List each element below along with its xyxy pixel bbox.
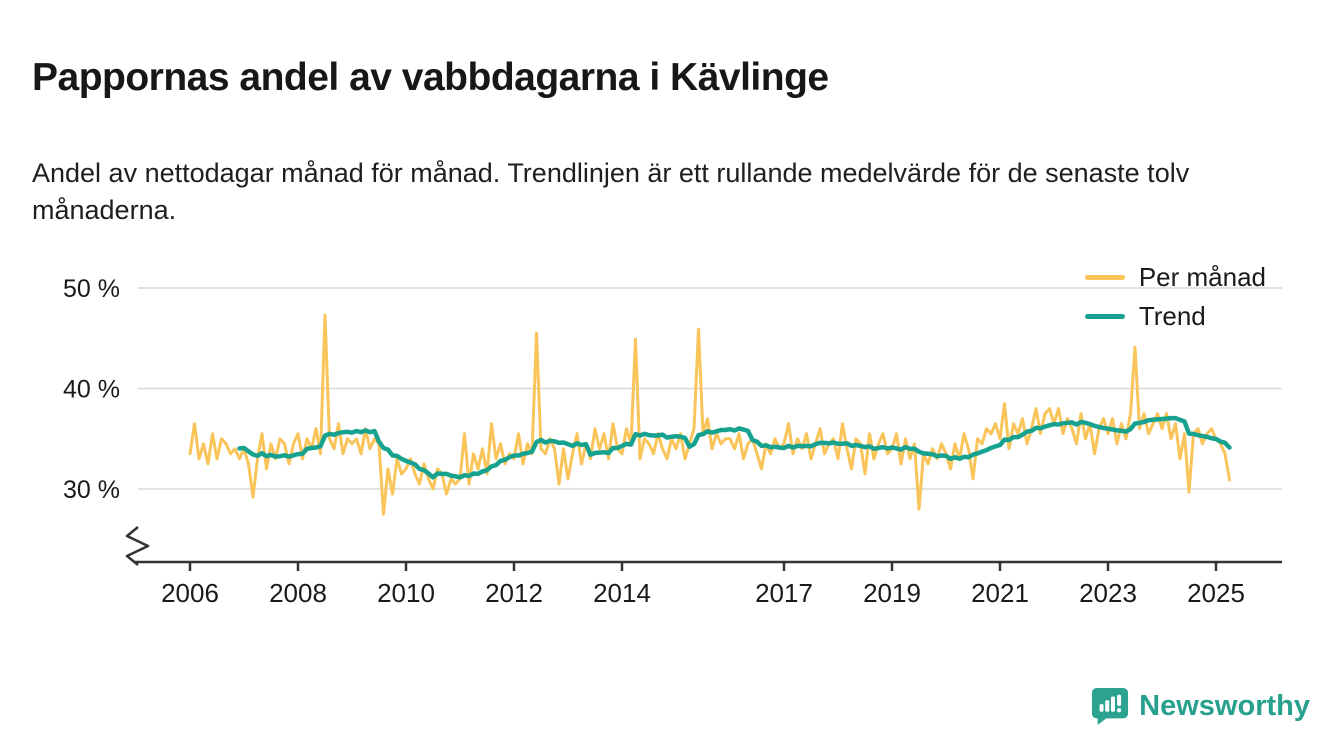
series-line-per-manad	[188, 313, 1231, 516]
x-tick-label: 2006	[161, 578, 219, 608]
series-line-trend	[237, 415, 1232, 480]
x-tick-label: 2010	[377, 578, 435, 608]
brand-name: Newsworthy	[1139, 689, 1310, 722]
x-tick-label: 2021	[971, 578, 1029, 608]
legend-label-trend: Trend	[1138, 301, 1206, 331]
legend-item-trend: Trend	[1084, 301, 1266, 332]
chart-subtitle: Andel av nettodagar månad för månad. Tre…	[32, 158, 1190, 226]
x-tick-label: 2023	[1079, 578, 1137, 608]
y-tick-label: 50 %	[63, 275, 120, 303]
x-tick-label: 2019	[863, 578, 921, 608]
legend-swatch-trend	[1084, 314, 1125, 319]
axis-break-icon	[125, 526, 150, 566]
y-tick-label: 30 %	[63, 476, 120, 504]
x-tick-label: 2014	[593, 578, 651, 608]
legend-item-per-manad: Per månad	[1084, 262, 1266, 293]
newsworthy-logo-icon	[1092, 687, 1129, 725]
line-chart: 30 % 40 % 50 % 2006 2008 2010 2012 2014 2017 2019…	[63, 275, 1282, 608]
y-tick-label: 40 %	[63, 376, 120, 404]
x-tick-label: 2025	[1187, 578, 1245, 608]
legend-label-per-manad: Per månad	[1138, 262, 1266, 292]
chart-legend: Per månad Trend	[1084, 262, 1266, 332]
x-tick-label: 2012	[485, 578, 543, 608]
x-tick-label: 2017	[755, 578, 813, 608]
x-tick-label: 2008	[269, 578, 327, 608]
newsworthy-brand: Newsworthy	[1091, 687, 1310, 725]
legend-swatch-per-manad	[1084, 275, 1125, 280]
chart-area: 30 % 40 % 50 % 2006 2008 2010 2012 2014 2017 2019…	[0, 240, 1340, 620]
page-title: Pappornas andel av vabbdagarna i Kävling…	[32, 56, 829, 100]
